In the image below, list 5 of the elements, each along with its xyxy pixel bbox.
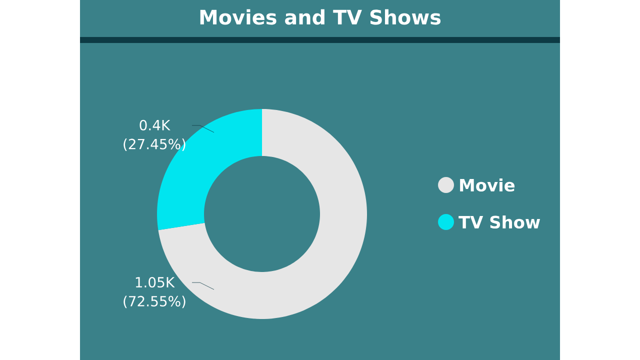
- data-label: 0.4K (27.45%): [124, 120, 186, 151]
- chart-title: Movies and TV Shows: [200, 9, 441, 25]
- legend-label: Movie: [460, 178, 515, 192]
- data-label: 1.05K (72.55%): [124, 276, 186, 308]
- legend-label: TV Show: [458, 215, 540, 229]
